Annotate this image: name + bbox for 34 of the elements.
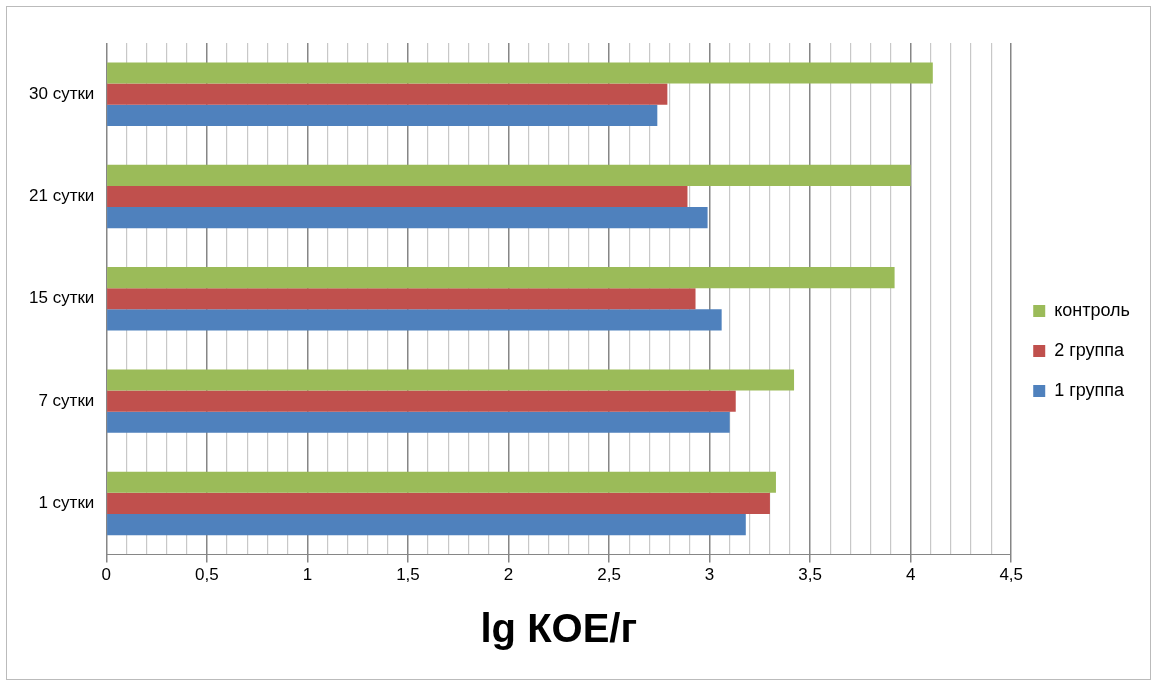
bar [107, 471, 776, 493]
bar [107, 411, 730, 433]
bar [107, 514, 746, 536]
bar [107, 185, 688, 208]
x-tick-label: 0 [101, 565, 112, 585]
y-tick-label: 15 сутки [28, 288, 95, 308]
bar [107, 492, 770, 515]
x-tick-label: 1 [302, 565, 313, 585]
bar [107, 309, 722, 331]
x-tick-label: 3 [704, 565, 715, 585]
x-tick-label: 4 [905, 565, 916, 585]
x-tick-label: 4,5 [999, 565, 1024, 585]
y-tick-label: 30 сутки [28, 83, 95, 103]
bar [107, 369, 795, 391]
bar [107, 83, 668, 105]
y-tick-label: 21 сутки [28, 186, 95, 206]
bar [107, 207, 708, 229]
bar [107, 288, 696, 310]
bar [107, 62, 933, 84]
legend-label: 1 группа [1054, 379, 1126, 400]
bar [107, 390, 736, 412]
x-axis-title: lg КОЕ/г [480, 606, 638, 651]
x-tick-label: 2 [503, 565, 514, 585]
x-tick-label: 1,5 [396, 565, 420, 585]
legend-label: 2 группа [1054, 339, 1126, 360]
x-tick-label: 2,5 [597, 565, 621, 585]
y-tick-label: 7 сутки [38, 390, 95, 410]
legend-label: контроль [1054, 299, 1130, 320]
x-tick-label: 3,5 [798, 565, 822, 585]
bar [107, 267, 895, 289]
bar [107, 104, 658, 126]
y-tick-label: 1 сутки [38, 493, 95, 513]
x-tick-label: 0,5 [195, 565, 219, 585]
bar [107, 164, 911, 186]
